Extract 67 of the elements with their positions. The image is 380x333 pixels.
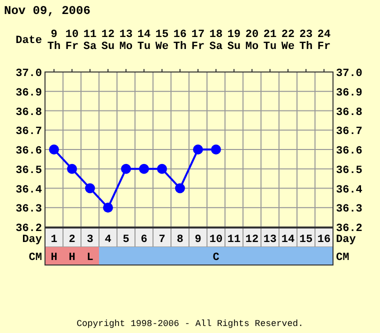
x2-tick-label: 15 bbox=[299, 234, 313, 246]
x-tick-label: 24 Fr bbox=[317, 29, 331, 53]
x-tick-label: 10 Fr bbox=[65, 29, 79, 53]
x-tick-label: 19 Su bbox=[227, 29, 241, 53]
x-tick-label: 13 Mo bbox=[119, 29, 133, 53]
x2-tick-label: 12 bbox=[245, 234, 259, 246]
x2-tick-label: 4 bbox=[104, 234, 112, 246]
x2-tick-label: 13 bbox=[263, 234, 277, 246]
y-tick-label: 37.0 bbox=[16, 68, 42, 80]
y2-tick-label: 36.2 bbox=[336, 223, 362, 235]
x2-tick-label: 7 bbox=[158, 234, 166, 246]
x-tick-label: 17 Fr bbox=[191, 29, 205, 53]
point bbox=[139, 164, 149, 174]
x2-tick-label: 6 bbox=[140, 234, 148, 246]
point bbox=[103, 202, 113, 213]
x-tick-label: 15 We bbox=[155, 29, 169, 53]
y-tick-label: 36.3 bbox=[16, 204, 42, 216]
point bbox=[157, 164, 167, 174]
x-tick-label: 11 Sa bbox=[83, 29, 97, 53]
y-tick-label: 36.2 bbox=[16, 223, 42, 235]
point bbox=[175, 183, 185, 194]
x-tick-label: 14 Tu bbox=[137, 29, 151, 53]
x2-tick-label: 8 bbox=[176, 234, 184, 246]
y2-tick-label: 36.7 bbox=[336, 126, 362, 138]
y-tick-label: 36.7 bbox=[16, 126, 42, 138]
y2-tick-label: 36.9 bbox=[336, 87, 362, 100]
chart-title: Nov 09, 2006 bbox=[4, 4, 90, 18]
y-tick-label: 36.4 bbox=[16, 184, 42, 196]
y-tick-label: 36.9 bbox=[16, 87, 42, 100]
point bbox=[49, 144, 59, 154]
y2-tick-label: 37.0 bbox=[336, 68, 362, 80]
y2-tick-label: 36.4 bbox=[336, 184, 363, 196]
x-tick-label: 9 Th bbox=[47, 29, 61, 53]
x-tick-label: 21 Tu bbox=[263, 29, 277, 53]
x2-tick-label: 2 H bbox=[68, 234, 76, 264]
text: CM bbox=[336, 252, 350, 264]
x2-tick-label: 9 bbox=[194, 234, 202, 246]
y2-tick-label: 36.5 bbox=[336, 164, 363, 177]
x-axis-title: Date bbox=[16, 35, 42, 47]
x-tick-label: 18 Sa bbox=[209, 29, 223, 53]
y2-tick-label: 36.8 bbox=[336, 106, 363, 119]
point bbox=[193, 144, 203, 154]
x2-axis-title: Day bbox=[22, 234, 42, 246]
x2-tick-label: 3 L bbox=[86, 234, 94, 264]
y-tick-label: 36.5 bbox=[16, 164, 42, 177]
point bbox=[121, 164, 131, 174]
x2-tick-label: 14 bbox=[281, 234, 295, 246]
point bbox=[85, 183, 95, 194]
x2-tick-label: 1 H bbox=[50, 234, 58, 264]
x-tick-label: 22 We bbox=[281, 29, 295, 53]
x-tick-label: 23 Th bbox=[299, 29, 313, 53]
text: Day bbox=[336, 234, 356, 246]
y-tick-label: 36.8 bbox=[16, 106, 42, 119]
x2-tick-label: 11 bbox=[227, 234, 241, 246]
point bbox=[67, 164, 77, 174]
x-tick-label: 12 Su bbox=[101, 29, 115, 53]
x2-tick-label: 10 C bbox=[209, 234, 223, 264]
x-tick-label: 16 Th bbox=[173, 29, 187, 53]
y2-tick-label: 36.3 bbox=[336, 204, 363, 216]
text: Copyright 1998-2006 - All Rights Reserved. bbox=[76, 319, 304, 329]
y2-tick-label: 36.6 bbox=[336, 146, 362, 158]
x2-tick-label: 16 bbox=[317, 234, 331, 246]
text: CM bbox=[28, 252, 42, 264]
y-tick-label: 36.6 bbox=[16, 146, 42, 158]
x2-tick-label: 5 bbox=[122, 234, 130, 246]
x-tick-label: 20 Mo bbox=[245, 29, 259, 53]
point bbox=[211, 144, 221, 154]
